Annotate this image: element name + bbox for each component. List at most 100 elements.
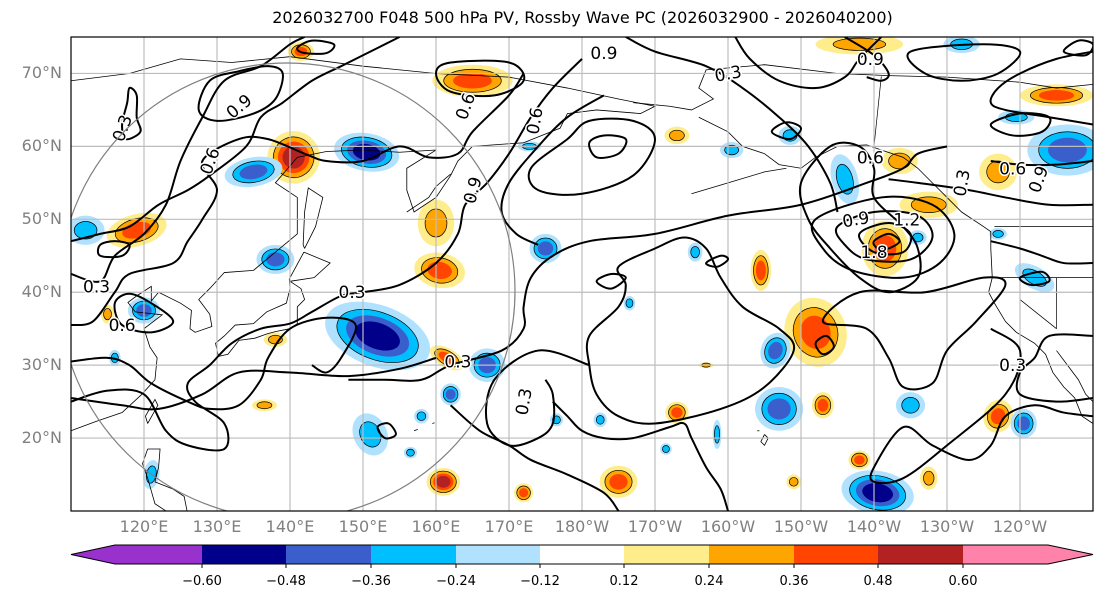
contour-label: 0.3 xyxy=(83,277,110,297)
lon-label: 160°W xyxy=(700,517,756,536)
pv-contours xyxy=(71,37,1093,511)
pv-contour-line xyxy=(71,316,357,411)
pv-contour-line xyxy=(71,356,437,411)
pv-contour-line xyxy=(113,292,175,334)
negative-anomaly-blob xyxy=(1048,137,1087,163)
pv-contour-line xyxy=(844,37,890,82)
lon-label: 180°W xyxy=(554,517,610,536)
coastline xyxy=(71,56,657,432)
pv-contour-line xyxy=(872,232,901,251)
negative-anomaly-blob xyxy=(595,415,605,425)
pv-contour-line xyxy=(500,94,605,246)
negative-anomaly-blob xyxy=(767,398,791,420)
negative-anomaly-blob xyxy=(406,448,415,457)
positive-anomaly-blob xyxy=(453,72,492,89)
colorbar-segment xyxy=(371,545,456,564)
coastline xyxy=(1056,350,1093,402)
colorbar-segment xyxy=(286,545,371,564)
contour-label: 1.8 xyxy=(860,243,887,263)
negative-anomaly-blob xyxy=(992,230,1004,238)
positive-anomaly-blob xyxy=(256,401,273,410)
pv-contour-line xyxy=(434,59,526,98)
pv-contour-line xyxy=(990,240,1093,265)
positive-anomaly-blob xyxy=(438,351,456,364)
positive-anomaly-blob xyxy=(817,398,829,412)
colorbar-tick-label: 0.60 xyxy=(948,574,978,589)
colorbar-tick-label: −0.36 xyxy=(351,574,391,589)
colorbar xyxy=(70,544,1094,568)
contour-label: 0.3 xyxy=(999,356,1026,376)
positive-anomaly-blob xyxy=(609,474,628,490)
contour-label: 0.6 xyxy=(857,148,884,168)
colorbar-segment xyxy=(456,545,540,564)
contour-label: 0.3 xyxy=(444,353,471,373)
contour-label: 1.2 xyxy=(893,210,920,230)
pv-contour-line xyxy=(989,112,1052,137)
colorbar-tick-label: −0.24 xyxy=(436,574,476,589)
pv-contour-line xyxy=(705,254,730,268)
pv-contour-line xyxy=(1062,39,1093,57)
gridlines xyxy=(71,37,1093,511)
coastline xyxy=(142,448,188,511)
positive-anomaly-blob xyxy=(854,455,865,465)
coastline xyxy=(413,428,418,432)
colorbar-tick-label: 0.12 xyxy=(609,574,639,589)
negative-anomaly-blob xyxy=(901,397,920,414)
pv-contour-line xyxy=(1018,270,1051,287)
colorbar-tick-label: −0.48 xyxy=(266,574,306,589)
positive-anomaly-blob xyxy=(788,477,799,487)
lon-label: 130°W xyxy=(919,517,975,536)
lon-label: 140°W xyxy=(846,517,902,536)
plot-frame xyxy=(70,36,1094,512)
pv-contour-line xyxy=(449,404,620,511)
pv-contour-line xyxy=(734,37,883,90)
contour-label: 0.6 xyxy=(999,159,1026,179)
contour-label: 0.9 xyxy=(857,50,884,70)
negative-anomaly-blob xyxy=(835,163,854,195)
coastline xyxy=(432,422,435,424)
negative-anomaly-blob xyxy=(690,246,700,259)
pv-contour-line xyxy=(888,178,1093,207)
pv-contour-line xyxy=(71,37,306,283)
pv-contour-line xyxy=(906,43,1022,82)
positive-anomaly-blob xyxy=(519,488,529,498)
negative-anomaly-blob xyxy=(239,164,268,180)
colorbar-extend-low xyxy=(71,545,202,564)
pv-contour-line xyxy=(821,276,1007,391)
lon-label: 170°E xyxy=(484,517,534,536)
negative-anomaly-blob xyxy=(537,241,554,256)
colorbar-segment xyxy=(878,545,963,564)
positive-anomaly-blob xyxy=(103,308,112,321)
lon-label: 170°W xyxy=(627,517,683,536)
pv-contour-line xyxy=(197,65,284,122)
coastline xyxy=(302,187,324,249)
pv-contour-line xyxy=(595,272,627,290)
positive-anomaly-blob xyxy=(436,475,451,488)
domain-circle xyxy=(71,62,516,511)
colorbar-outline xyxy=(70,544,1094,565)
pv-contour-line xyxy=(834,210,934,263)
pv-contour-line xyxy=(770,121,802,141)
contour-label: 0.6 xyxy=(109,316,136,336)
colorbar-segment xyxy=(709,545,794,564)
lat-label: 60°N xyxy=(21,136,62,156)
pv-contour-line xyxy=(348,145,948,382)
lat-label: 20°N xyxy=(21,428,62,448)
negative-anomaly-blob xyxy=(1017,416,1031,431)
colorbar-tick-label: 0.48 xyxy=(863,574,893,589)
lat-label: 30°N xyxy=(21,355,62,375)
negative-anomaly-blob xyxy=(714,425,721,444)
colorbar-segment xyxy=(540,545,624,564)
colorbar-segment xyxy=(794,545,878,564)
positive-anomaly-blob xyxy=(1038,90,1075,101)
positive-anomaly-blob xyxy=(986,160,1010,184)
negative-anomaly-blob xyxy=(73,221,98,240)
contour-label: 0.6 xyxy=(523,106,547,136)
lon-label: 120°W xyxy=(992,517,1048,536)
lon-label: 130°E xyxy=(192,517,242,536)
colorbar-tick-label: 0.36 xyxy=(779,574,809,589)
colorbar-tick-label: 0.24 xyxy=(694,574,724,589)
positive-anomaly-blob xyxy=(669,129,685,142)
positive-anomaly-blob xyxy=(832,37,887,51)
coastline xyxy=(760,434,769,447)
